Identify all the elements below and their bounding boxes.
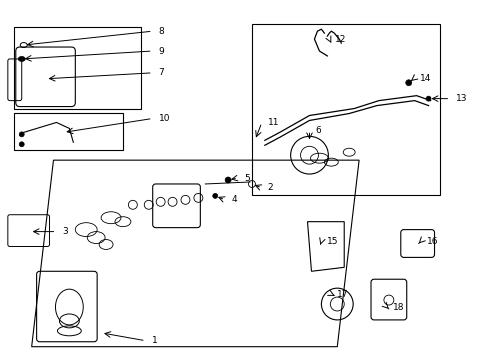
Text: 17: 17 bbox=[337, 289, 348, 298]
Ellipse shape bbox=[18, 57, 25, 62]
Ellipse shape bbox=[405, 80, 411, 86]
Text: 9: 9 bbox=[158, 46, 164, 55]
Text: 5: 5 bbox=[244, 174, 249, 183]
Text: 18: 18 bbox=[392, 302, 404, 311]
Text: 3: 3 bbox=[62, 227, 68, 236]
Bar bbox=[14, 27, 141, 109]
Text: 7: 7 bbox=[158, 68, 164, 77]
Bar bbox=[251, 24, 440, 195]
Text: 13: 13 bbox=[455, 94, 467, 103]
Ellipse shape bbox=[212, 193, 217, 198]
Text: 8: 8 bbox=[158, 27, 164, 36]
Text: 12: 12 bbox=[335, 35, 346, 44]
Text: 10: 10 bbox=[158, 114, 170, 123]
Text: 11: 11 bbox=[267, 118, 279, 127]
Bar bbox=[14, 113, 122, 150]
Ellipse shape bbox=[224, 177, 231, 183]
Text: 6: 6 bbox=[315, 126, 321, 135]
Text: 2: 2 bbox=[267, 184, 273, 193]
Text: 15: 15 bbox=[326, 237, 338, 246]
Ellipse shape bbox=[19, 142, 24, 147]
Text: 4: 4 bbox=[231, 195, 236, 204]
Text: 16: 16 bbox=[426, 237, 437, 246]
Text: 14: 14 bbox=[419, 74, 430, 83]
Ellipse shape bbox=[425, 96, 430, 101]
Text: 1: 1 bbox=[151, 336, 157, 345]
Ellipse shape bbox=[19, 132, 24, 137]
